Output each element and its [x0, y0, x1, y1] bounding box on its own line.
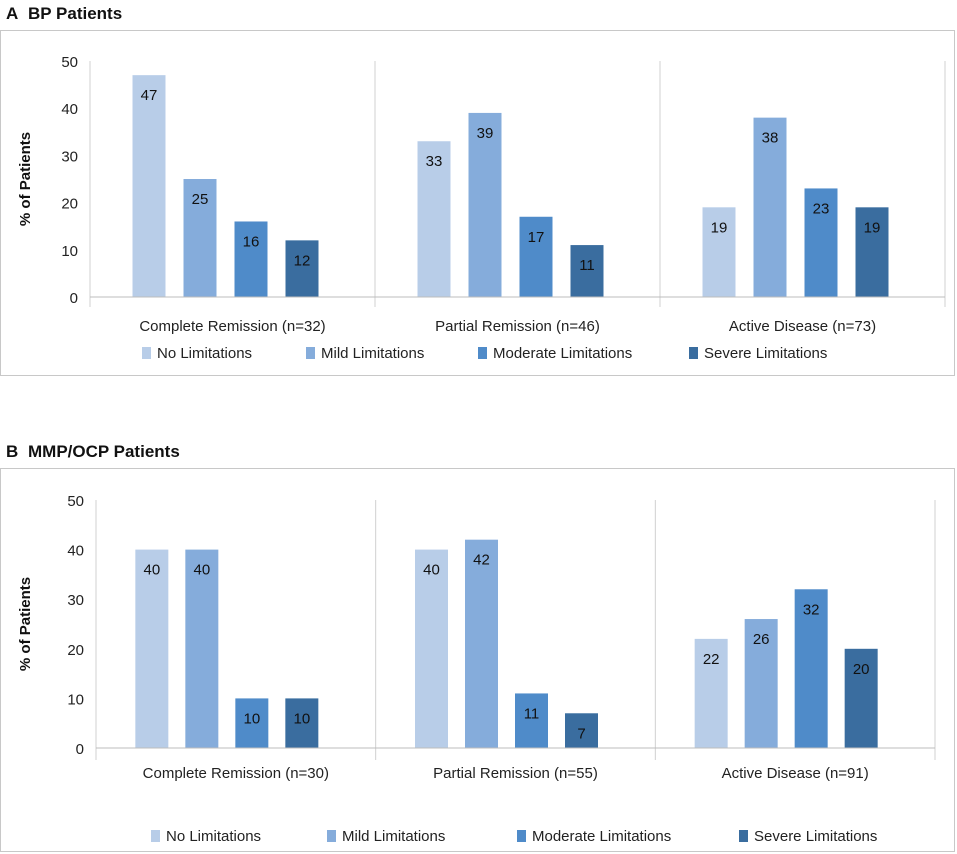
panel-a-title-text: BP Patients: [28, 4, 123, 23]
chart-0-bar-value-label: 16: [243, 233, 260, 250]
chart-1-bar: [135, 549, 169, 748]
chart-0-bar: [234, 221, 268, 297]
panel-a-title: A BP Patients: [6, 4, 122, 24]
chart-1-legend-label: No Limitations: [166, 828, 261, 845]
chart-1-bar: [744, 619, 778, 748]
chart-1-ytick-label: 30: [67, 592, 84, 609]
chart-0-legend-label: Mild Limitations: [321, 345, 424, 362]
panel-b-letter: B: [6, 442, 19, 461]
chart-0-bar: [570, 245, 604, 297]
chart-1-legend-label: Severe Limitations: [754, 828, 877, 845]
chart-0-bar: [855, 207, 889, 297]
chart-0-legend-label: Moderate Limitations: [493, 345, 632, 362]
chart-0-legend-swatch: [142, 347, 151, 359]
chart-0-bar: [519, 216, 553, 297]
chart-1-legend-swatch: [327, 830, 336, 842]
chart-0-bar-value-label: 38: [762, 130, 779, 147]
chart-1-bar: [465, 539, 498, 748]
chart-1-bar-value-label: 22: [703, 651, 720, 668]
chart-0-ytick-label: 40: [61, 101, 78, 118]
chart-1-bar: [565, 713, 598, 748]
chart-0-category-label: Partial Remission (n=46): [435, 318, 600, 335]
chart-0-category-label: Active Disease (n=73): [729, 318, 876, 335]
chart-0-bar: [285, 240, 319, 297]
chart-1-category-label: Complete Remission (n=30): [143, 765, 329, 782]
chart-1-legend-swatch: [739, 830, 748, 842]
chart-0-bar-value-label: 19: [711, 219, 728, 236]
chart-0-frame: [0, 30, 955, 376]
chart-0-category-label: Complete Remission (n=32): [139, 318, 325, 335]
chart-0-bar: [468, 112, 502, 297]
chart-0-legend-label: No Limitations: [157, 345, 252, 362]
chart-0-bar: [183, 179, 217, 297]
chart-1-legend-label: Mild Limitations: [342, 828, 445, 845]
chart-0-bar-value-label: 39: [477, 125, 494, 142]
chart-1-bar-value-label: 10: [243, 710, 260, 727]
chart-1-legend-swatch: [151, 830, 160, 842]
chart-0-ytick-label: 30: [61, 148, 78, 165]
chart-1-ytick-label: 0: [76, 741, 84, 758]
chart-1-bar-value-label: 40: [143, 562, 160, 579]
chart-0-bar: [702, 207, 736, 297]
chart-0-bar-value-label: 25: [192, 191, 209, 208]
chart-0-bar-value-label: 23: [813, 200, 830, 217]
chart-a: 0 10 20 30 40 50 % of Patients 47 25 16 12 Complete…: [0, 30, 955, 376]
chart-0-ytick-label: 50: [61, 54, 78, 71]
chart-0-bar: [417, 141, 451, 297]
chart-1-bar-value-label: 20: [853, 661, 870, 678]
chart-1-bar-value-label: 32: [803, 601, 820, 618]
chart-0-bar-value-label: 47: [141, 87, 158, 104]
chart-1-ytick-label: 50: [67, 493, 84, 510]
chart-0-legend-swatch: [306, 347, 315, 359]
chart-0-y-axis-label: % of Patients: [17, 132, 34, 226]
chart-0-bar-value-label: 17: [528, 229, 545, 246]
chart-1-bar: [185, 549, 219, 748]
chart-1-bar-value-label: 10: [293, 710, 310, 727]
panel-a-letter: A: [6, 4, 19, 23]
chart-0-bar: [804, 188, 838, 297]
chart-0-legend-label: Severe Limitations: [704, 345, 827, 362]
chart-1-bar: [844, 648, 878, 748]
chart-0-bar-value-label: 19: [864, 219, 881, 236]
chart-0-bar-value-label: 12: [294, 252, 311, 269]
chart-1-bar: [515, 693, 548, 748]
chart-1-ytick-label: 10: [67, 691, 84, 708]
chart-1-bar-value-label: 40: [423, 562, 440, 579]
chart-1-legend-label: Moderate Limitations: [532, 828, 671, 845]
chart-0-legend-swatch: [689, 347, 698, 359]
chart-b: 0 10 20 30 40 50 % of Patients 40 40 10 10 Complete…: [0, 468, 955, 852]
chart-0-bar-value-label: 11: [579, 257, 595, 274]
chart-0-bar: [753, 117, 787, 297]
chart-1-bar: [794, 589, 828, 748]
chart-1-ytick-label: 40: [67, 543, 84, 560]
chart-0-bar-value-label: 33: [426, 153, 443, 170]
chart-0-legend-swatch: [478, 347, 487, 359]
chart-1-bar: [235, 698, 269, 748]
panel-b-title: B MMP/OCP Patients: [6, 442, 180, 462]
chart-0-ytick-label: 10: [61, 243, 78, 260]
chart-0-ytick-label: 20: [61, 196, 78, 213]
chart-0-ytick-label: 0: [70, 290, 78, 307]
chart-1-category-label: Active Disease (n=91): [722, 765, 869, 782]
chart-1-y-axis-label: % of Patients: [17, 577, 34, 671]
chart-1-bar-value-label: 40: [193, 562, 210, 579]
chart-1-bar-value-label: 11: [524, 705, 540, 722]
chart-1-category-label: Partial Remission (n=55): [433, 765, 598, 782]
chart-1-ytick-label: 20: [67, 642, 84, 659]
chart-1-bar: [694, 638, 728, 748]
panel-b-title-text: MMP/OCP Patients: [28, 442, 180, 461]
chart-1-bar-value-label: 42: [473, 552, 490, 569]
chart-1-bar-value-label: 7: [577, 725, 585, 742]
chart-1-bar-value-label: 26: [753, 631, 770, 648]
chart-1-legend-swatch: [517, 830, 526, 842]
chart-0-bar: [132, 75, 166, 297]
chart-1-bar: [285, 698, 319, 748]
chart-1-bar: [415, 549, 448, 748]
chart-1-frame: [0, 468, 955, 852]
